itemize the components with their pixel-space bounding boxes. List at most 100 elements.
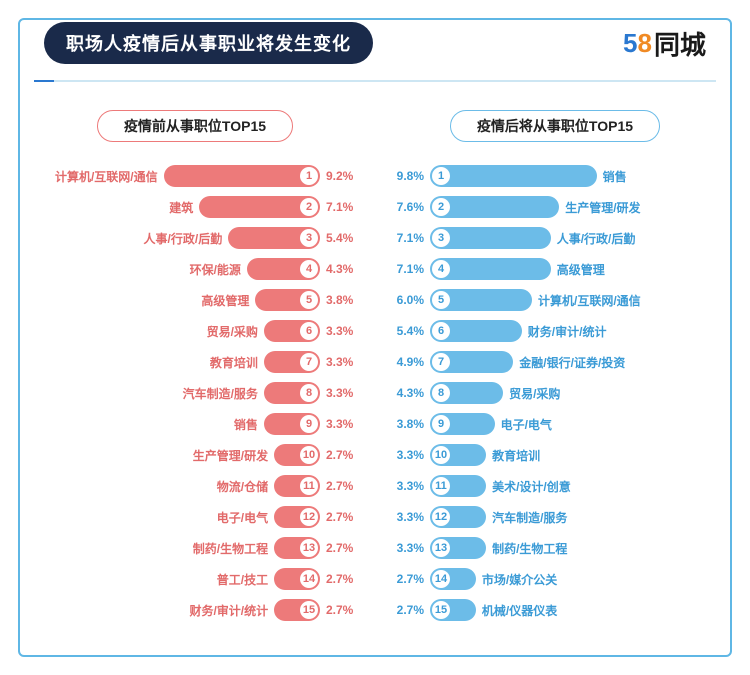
chart-row-right: 4.3%8贸易/采购 <box>390 381 720 405</box>
rank-badge: 8 <box>432 384 450 402</box>
row-label: 机械/仪器仪表 <box>482 602 557 619</box>
rank-badge: 14 <box>300 570 318 588</box>
rank-badge: 15 <box>300 601 318 619</box>
row-label: 贸易/采购 <box>207 323 258 340</box>
row-label: 环保/能源 <box>190 261 241 278</box>
chart-row-right: 4.9% 7 金融/银行/证券/投资 <box>390 350 720 374</box>
row-bar: 7 <box>264 351 320 373</box>
chart-row-left: 教育培训73.3% <box>30 350 360 374</box>
right-rows: 9.8%1销售7.6%2生产管理/研发7.1%3人事/行政/后勤7.1%4高级管… <box>390 164 720 629</box>
row-label: 高级管理 <box>557 261 605 278</box>
row-pct: 2.7% <box>326 448 360 462</box>
rank-badge: 10 <box>432 446 450 464</box>
row-bar: 9 <box>430 413 495 435</box>
chart-row-right: 3.3%11美术/设计/创意 <box>390 474 720 498</box>
rank-badge: 15 <box>432 601 450 619</box>
rank-badge: 7 <box>432 353 450 371</box>
rank-badge: 5 <box>432 291 450 309</box>
row-bar: 15 <box>430 599 476 621</box>
row-label: 销售 <box>603 168 627 185</box>
chart-row-left: 贸易/采购 6 3.3% <box>30 319 360 343</box>
rank-badge: 11 <box>300 477 318 495</box>
row-label: 市场/媒介公关 <box>482 571 557 588</box>
rank-badge: 11 <box>432 477 450 495</box>
row-bar: 8 <box>264 382 320 404</box>
row-pct: 7.6% <box>390 200 424 214</box>
rank-badge: 5 <box>300 291 318 309</box>
rank-badge: 13 <box>300 539 318 557</box>
row-bar: 15 <box>274 599 320 621</box>
row-pct: 4.9% <box>390 355 424 369</box>
row-pct: 2.7% <box>390 572 424 586</box>
row-pct: 4.3% <box>390 386 424 400</box>
row-pct: 4.3% <box>326 262 360 276</box>
row-bar: 5 <box>430 289 532 311</box>
row-bar: 4 <box>247 258 320 280</box>
row-bar: 5 <box>255 289 320 311</box>
row-label: 计算机/互联网/通信 <box>55 168 158 185</box>
row-pct: 2.7% <box>390 603 424 617</box>
row-label: 金融/银行/证券/投资 <box>519 354 625 371</box>
chart-row-left: 销售93.3% <box>30 412 360 436</box>
rank-badge: 10 <box>300 446 318 464</box>
row-bar: 11 <box>430 475 486 497</box>
row-label: 计算机/互联网/通信 <box>538 292 641 309</box>
chart-row-right: 7.6%2生产管理/研发 <box>390 195 720 219</box>
chart-row-right: 7.1% 3 人事/行政/后勤 <box>390 226 720 250</box>
row-bar: 3 <box>430 227 551 249</box>
row-label: 人事/行政/后勤 <box>557 230 636 247</box>
row-pct: 2.7% <box>326 479 360 493</box>
rank-badge: 2 <box>432 198 450 216</box>
chart-row-left: 生产管理/研发 10 2.7% <box>30 443 360 467</box>
row-bar: 1 <box>430 165 597 187</box>
row-label: 销售 <box>234 416 258 433</box>
rank-badge: 3 <box>300 229 318 247</box>
rank-badge: 3 <box>432 229 450 247</box>
row-bar: 13 <box>274 537 320 559</box>
chart-row-right: 2.7% 15 机械/仪器仪表 <box>390 598 720 622</box>
row-bar: 11 <box>274 475 320 497</box>
row-label: 电子/电气 <box>501 416 552 433</box>
row-label: 生产管理/研发 <box>193 447 268 464</box>
chart-row-left: 物流/仓储 11 2.7% <box>30 474 360 498</box>
rank-badge: 4 <box>300 260 318 278</box>
row-pct: 3.3% <box>326 324 360 338</box>
rank-badge: 2 <box>300 198 318 216</box>
row-pct: 3.8% <box>390 417 424 431</box>
row-pct: 3.8% <box>326 293 360 307</box>
row-pct: 5.4% <box>326 231 360 245</box>
row-pct: 6.0% <box>390 293 424 307</box>
row-bar: 10 <box>430 444 486 466</box>
row-pct: 9.2% <box>326 169 360 183</box>
row-label: 教育培训 <box>492 447 540 464</box>
chart-row-left: 建筑27.1% <box>30 195 360 219</box>
row-label: 汽车制造/服务 <box>183 385 258 402</box>
rank-badge: 6 <box>300 322 318 340</box>
chart-row-left: 环保/能源 4 4.3% <box>30 257 360 281</box>
rank-badge: 9 <box>300 415 318 433</box>
chart-row-left: 电子/电气122.7% <box>30 505 360 529</box>
row-label: 财务/审计/统计 <box>189 602 268 619</box>
rank-badge: 6 <box>432 322 450 340</box>
row-pct: 2.7% <box>326 572 360 586</box>
chart-row-left: 制药/生物工程 13 2.7% <box>30 536 360 560</box>
row-label: 制药/生物工程 <box>492 540 567 557</box>
row-pct: 5.4% <box>390 324 424 338</box>
row-label: 汽车制造/服务 <box>492 509 567 526</box>
chart-row-right: 3.3%12汽车制造/服务 <box>390 505 720 529</box>
row-label: 建筑 <box>169 199 193 216</box>
right-column: 疫情后将从事职位TOP15 9.8%1销售7.6%2生产管理/研发7.1%3人事… <box>390 110 720 629</box>
chart-row-right: 9.8%1销售 <box>390 164 720 188</box>
row-pct: 2.7% <box>326 603 360 617</box>
row-label: 物流/仓储 <box>217 478 268 495</box>
row-pct: 7.1% <box>390 231 424 245</box>
chart-row-left: 计算机/互联网/通信 1 9.2% <box>30 164 360 188</box>
row-label: 普工/技工 <box>217 571 268 588</box>
row-label: 财务/审计/统计 <box>528 323 607 340</box>
rank-badge: 4 <box>432 260 450 278</box>
row-bar: 1 <box>164 165 320 187</box>
row-pct: 2.7% <box>326 541 360 555</box>
row-pct: 3.3% <box>390 448 424 462</box>
row-label: 制药/生物工程 <box>193 540 268 557</box>
row-pct: 3.3% <box>390 541 424 555</box>
